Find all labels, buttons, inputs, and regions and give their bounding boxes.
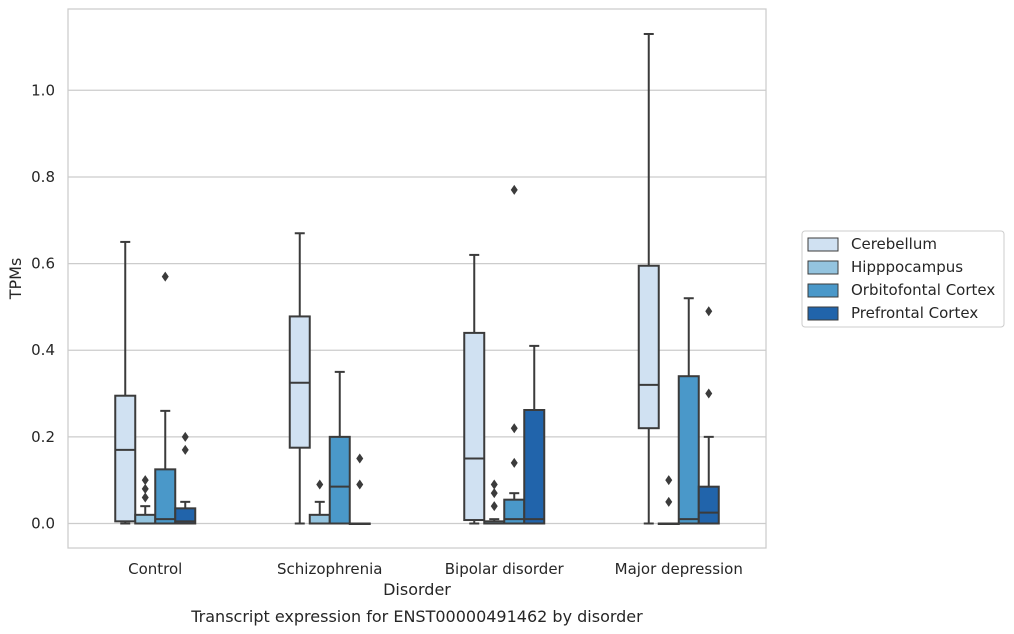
box-body [328,435,351,525]
x-tick-label: Bipolar disorder [445,560,565,578]
y-axis-title: TPMs [6,258,25,301]
box-body [637,264,660,430]
outlier-point [181,431,189,442]
outlier-point [141,475,149,486]
box-cerebellum [288,232,311,525]
x-tick-label: Schizophrenia [277,560,382,578]
legend: Cerebellum Hipppocampus Orbitofontal Corte… [801,230,1005,328]
outlier-point [356,479,364,490]
y-tick-label: 0.0 [31,515,55,533]
box-hipppocampus [134,475,157,525]
outlier-point [705,388,713,399]
outlier-point [161,271,169,282]
plot-frame [67,8,767,549]
box-orbitofontal-cortex [328,370,351,525]
x-tick-label: Major depression [615,560,743,578]
box-cerebellum [114,240,137,525]
x-tick-labels: Control Schizophrenia Bipolar disorder Majo… [128,560,743,578]
y-tick-label: 0.8 [31,168,55,186]
box-body [308,513,331,525]
box-body [134,513,157,525]
legend-swatch [807,237,839,252]
legend-swatch [807,260,839,275]
legend-label: Hipppocampus [851,258,963,276]
outlier-point [141,483,149,494]
legend-swatch [807,306,839,321]
chart-caption: Transcript expression for ENST0000049146… [190,607,643,626]
box-orbitofontal-cortex [503,184,526,525]
outlier-point [356,453,364,464]
box-prefrontal-cortex [348,453,371,525]
x-axis-title: Disorder [383,580,451,599]
box-body [697,485,720,525]
y-tick-label: 1.0 [31,81,55,99]
outlier-point [141,492,149,503]
outlier-point [316,479,324,490]
legend-frame [801,230,1005,328]
box-body [677,375,700,525]
grid-lines [68,89,766,525]
legend-label: Prefrontal Cortex [851,304,978,322]
outlier-point [181,444,189,455]
outlier-point [490,501,498,512]
box-hipppocampus [483,479,506,525]
box-hipppocampus [657,475,680,525]
box-body [114,394,137,523]
box-body [154,468,177,525]
y-tick-label: 0.4 [31,341,55,359]
y-tick-label: 0.6 [31,255,55,273]
outlier-point [510,457,518,468]
legend-label: Orbitofontal Cortex [851,281,995,299]
y-tick-label: 0.2 [31,428,55,446]
x-tick-label: Control [128,560,182,578]
box-prefrontal-cortex [174,431,197,525]
box-orbitofontal-cortex [154,271,177,525]
box-body [174,507,197,525]
legend-label: Cerebellum [851,235,937,253]
box-body [463,331,486,522]
box-cerebellum [637,32,660,525]
box-body [523,409,546,525]
outlier-point [665,496,673,507]
box-hipppocampus [308,479,331,525]
boxes-layer [114,32,720,525]
legend-swatch [807,283,839,298]
box-prefrontal-cortex [523,344,546,525]
box-orbitofontal-cortex [677,297,700,525]
box-cerebellum [463,253,486,525]
outlier-point [705,306,713,317]
outlier-point [665,475,673,486]
box-prefrontal-cortex [697,306,720,525]
outlier-point [490,479,498,490]
y-tick-labels: 0.0 0.2 0.4 0.6 0.8 1.0 [31,81,55,532]
outlier-point [490,488,498,499]
outlier-point [510,184,518,195]
outlier-point [510,423,518,434]
